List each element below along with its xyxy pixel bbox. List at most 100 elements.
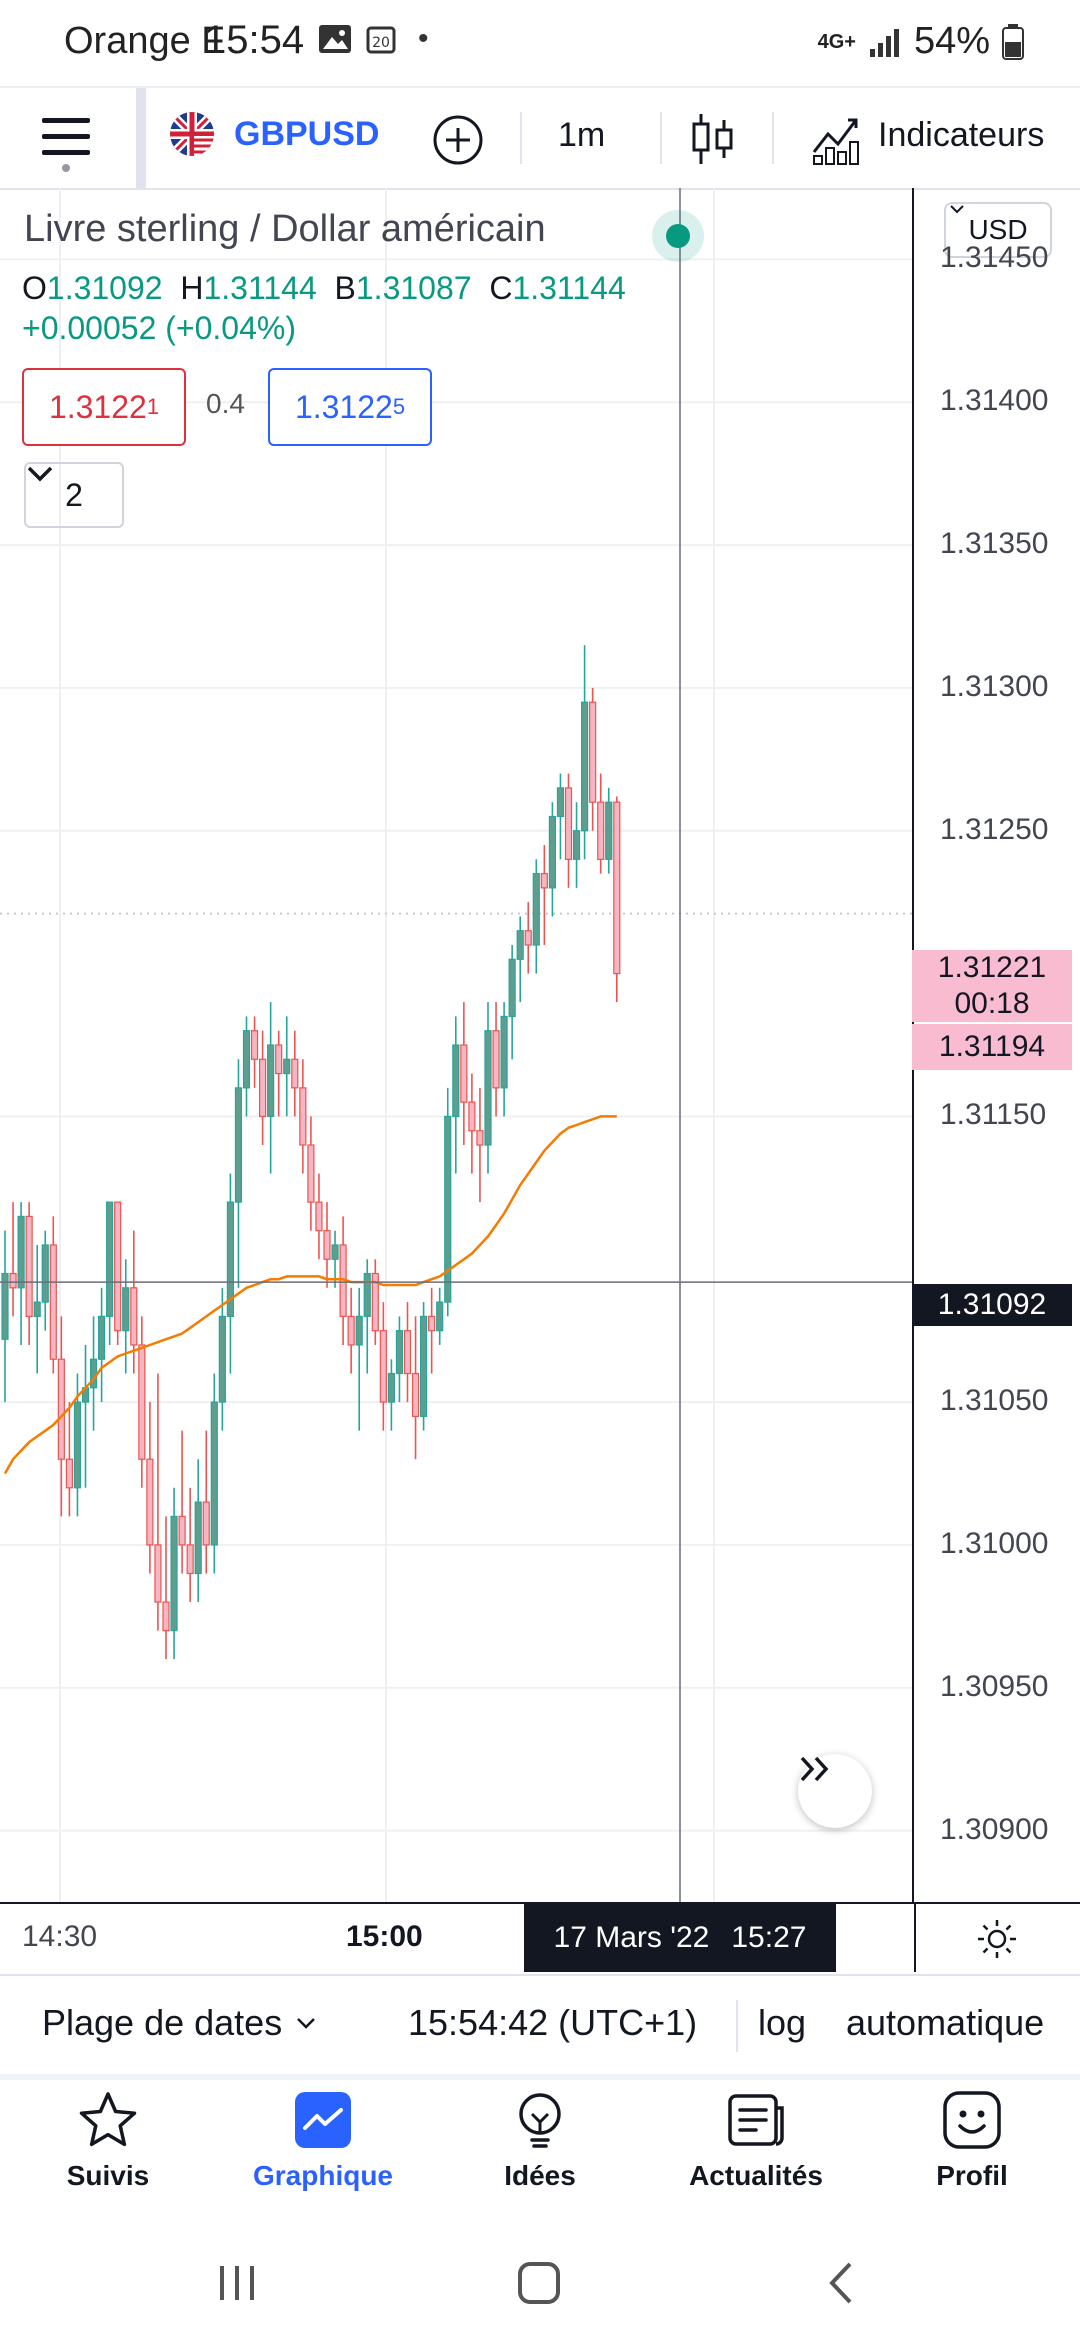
price-tick-label: 1.31300	[940, 669, 1049, 703]
auto-scale-toggle[interactable]: automatique	[846, 2002, 1045, 2043]
price-tick-label: 1.30900	[940, 1812, 1049, 1846]
nav-item-suivis[interactable]: Suivis	[8, 2090, 208, 2192]
candle-body	[532, 872, 540, 946]
candle-body	[259, 1058, 267, 1118]
network-type: 4G+	[817, 30, 856, 53]
candle-body	[363, 1272, 371, 1317]
candle-body	[564, 787, 573, 860]
candle-body	[589, 701, 597, 803]
nav-item-profil[interactable]: Profil	[872, 2090, 1072, 2192]
candle-body	[267, 1044, 275, 1118]
candle-body	[234, 1087, 243, 1203]
settings-sun-icon[interactable]	[976, 1918, 1018, 1960]
candle-body	[186, 1544, 194, 1575]
price-tick-label: 1.31450	[940, 241, 1049, 275]
candle-body	[428, 1315, 436, 1332]
price-tick-label: 1.31400	[940, 384, 1049, 418]
candle-body	[89, 1358, 98, 1389]
collapse-legend-button[interactable]: 2	[24, 462, 124, 528]
candle-body	[218, 1315, 226, 1403]
candle-body	[468, 1101, 476, 1132]
candle-body	[49, 1244, 57, 1360]
candle-body	[420, 1315, 428, 1417]
candle-body	[580, 701, 589, 832]
candle-body	[395, 1330, 404, 1375]
symbol-name: GBPUSD	[234, 114, 380, 153]
chart-bottom-bar: Plage de dates 15:54:42 (UTC+1) log auto…	[0, 1974, 1080, 2080]
high-value: 1.31144	[203, 270, 317, 306]
chevron-down-icon	[27, 466, 53, 482]
toolbar-separator	[520, 112, 522, 164]
chart-area[interactable]: Livre sterling / Dollar américain O1.310…	[0, 188, 1080, 1902]
candle-body	[17, 1215, 25, 1289]
indicators-icon[interactable]	[810, 112, 862, 166]
nav-item-actualites[interactable]: Actualités	[656, 2090, 856, 2192]
candle-body	[291, 1058, 299, 1089]
candle-body	[597, 801, 605, 860]
buy-button[interactable]: 1.3122 5	[268, 368, 432, 446]
nav-item-graphique[interactable]: Graphique	[223, 2090, 423, 2192]
nav-item-idees[interactable]: Idées	[440, 2090, 640, 2192]
currency-selector[interactable]: USD	[944, 202, 1052, 258]
menu-icon[interactable]	[40, 116, 92, 174]
moving-average-line	[3, 1115, 617, 1475]
candle-body	[154, 1544, 162, 1603]
candle-body	[33, 1301, 41, 1317]
spread-value: 0.4	[206, 388, 245, 419]
flag-gb-us-icon	[170, 112, 214, 156]
symbol-description: Livre sterling / Dollar américain	[24, 208, 546, 250]
open-value: 1.31092	[46, 270, 163, 306]
candle-body	[315, 1201, 323, 1232]
scroll-to-realtime-button[interactable]	[798, 1754, 872, 1828]
timezone-clock[interactable]: 15:54:42 (UTC+1)	[408, 2002, 698, 2043]
candle-body	[613, 801, 621, 975]
candle-body	[540, 872, 548, 889]
interval-button[interactable]: 1m	[558, 116, 606, 154]
candle-body	[25, 1215, 33, 1317]
date-range-dropdown[interactable]: Plage de dates	[42, 2002, 316, 2044]
candle-body	[106, 1201, 114, 1317]
candle-body	[114, 1201, 122, 1332]
candle-body	[556, 787, 565, 818]
time-label: 15:00	[346, 1920, 423, 1953]
candle-body	[516, 930, 524, 960]
candle-body	[605, 801, 613, 860]
carrier-name: Orange F	[64, 20, 225, 62]
candle-body	[210, 1401, 218, 1546]
candle-body	[452, 1044, 460, 1118]
symbol-selector[interactable]: GBPUSD	[168, 110, 379, 158]
home-icon[interactable]	[516, 2260, 562, 2306]
candle-body	[500, 1015, 508, 1089]
candle-body	[170, 1515, 178, 1632]
bottom-navigation: Suivis Graphique Idées Actualités Profil	[0, 2080, 1080, 2240]
calendar-icon: 20	[366, 26, 396, 54]
candle-body	[226, 1201, 234, 1317]
sell-button[interactable]: 1.3122 1	[22, 368, 186, 446]
battery-icon	[1002, 23, 1024, 60]
star-icon	[79, 2092, 137, 2147]
candle-body	[162, 1601, 170, 1632]
toolbar-separator	[772, 112, 774, 164]
candle-body	[41, 1244, 49, 1303]
double-chevron-right-icon	[800, 1756, 829, 1782]
add-symbol-icon[interactable]	[432, 114, 484, 166]
bulb-icon	[519, 2093, 561, 2148]
back-icon[interactable]	[826, 2260, 856, 2306]
toolbar-separator	[660, 112, 662, 164]
indicator-count: 2	[65, 476, 83, 513]
candle-body	[572, 830, 581, 860]
log-scale-toggle[interactable]: log	[758, 2002, 807, 2043]
time-axis[interactable]: 14:30 15:00 17 Mars '22 15:27	[0, 1902, 1080, 1976]
candle-body	[130, 1287, 138, 1346]
recent-apps-icon[interactable]	[216, 2262, 258, 2304]
candle-body	[484, 1030, 492, 1146]
ohlc-values: O1.31092 H1.31144 B1.31087 C1.31144	[22, 270, 626, 306]
indicators-button[interactable]: Indicateurs	[878, 116, 1045, 154]
toolbar-divider	[136, 88, 146, 188]
candle-body	[73, 1401, 82, 1489]
candle-body	[138, 1344, 146, 1460]
candle-body	[250, 1030, 259, 1060]
chevron-down-icon	[950, 205, 964, 214]
candles-icon[interactable]	[690, 110, 736, 168]
candle-body	[508, 958, 516, 1018]
